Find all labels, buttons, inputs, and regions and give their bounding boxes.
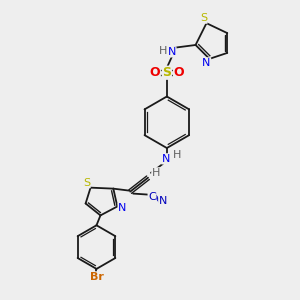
Text: S: S xyxy=(200,13,207,23)
Text: C: C xyxy=(148,192,156,202)
Text: O: O xyxy=(173,66,184,79)
Text: N: N xyxy=(202,58,211,68)
Text: O: O xyxy=(150,66,160,79)
Text: Br: Br xyxy=(90,272,104,282)
Text: H: H xyxy=(159,46,167,56)
Text: N: N xyxy=(168,47,176,57)
Text: H: H xyxy=(152,168,160,178)
Text: H: H xyxy=(172,150,181,160)
Text: N: N xyxy=(159,196,167,206)
Text: N: N xyxy=(118,203,126,214)
Text: S: S xyxy=(162,66,171,79)
Text: S: S xyxy=(83,178,90,188)
Text: N: N xyxy=(162,154,170,164)
